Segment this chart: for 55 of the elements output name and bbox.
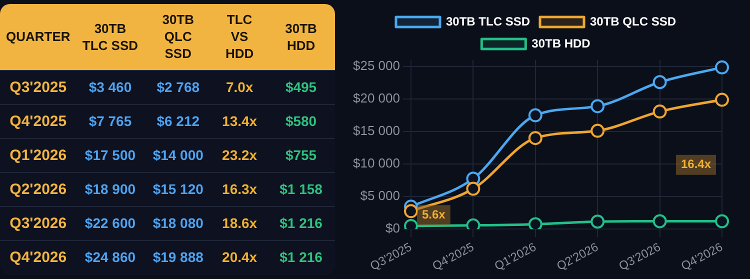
data-label: $24 860 <box>84 248 137 268</box>
category-label: Q3'2025 <box>8 78 68 98</box>
category-label: Q3'2026 <box>8 214 68 234</box>
point <box>715 92 729 107</box>
point <box>590 214 605 229</box>
data-label: $2 768 <box>156 78 201 97</box>
category-label: Q2'2026 <box>8 180 68 200</box>
point <box>590 99 605 114</box>
annotation: 16.4x <box>680 157 712 172</box>
category-label: Q1'2026 <box>8 146 68 166</box>
annotation: 5.6x <box>422 207 446 222</box>
data-label: $1 158 <box>278 180 324 199</box>
y-tick-label: $0 <box>386 220 400 236</box>
data-label: $1 216 <box>278 214 324 233</box>
data-label: $1 216 <box>278 248 324 268</box>
point <box>404 204 418 218</box>
category-label: Q4'2025 <box>8 112 68 132</box>
data-label: $755 <box>284 146 318 165</box>
legend-label: 30TB HDD <box>532 36 591 50</box>
data-label: 23.2x <box>221 146 258 165</box>
point <box>715 214 729 228</box>
data-label: $14 000 <box>152 146 204 165</box>
data-label: 18.6x <box>221 214 258 233</box>
legend-label: 30TB QLC SSD <box>590 14 676 28</box>
data-label: 13.4x <box>221 112 258 131</box>
point <box>528 108 542 122</box>
data-label: $18 080 <box>152 214 204 233</box>
point <box>466 182 480 196</box>
y-tick-label: $25 000 <box>352 58 400 74</box>
series-label: 30TB TLC SSD <box>81 20 140 55</box>
y-tick-label: $10 000 <box>352 156 400 171</box>
data-label: $495 <box>284 78 318 97</box>
legend-label: 30TB TLC SSD <box>446 14 530 28</box>
y-tick-label: $5 000 <box>360 188 400 204</box>
data-label: 7.0x <box>224 78 254 97</box>
data-label: $15 120 <box>152 180 204 199</box>
data-label: $22 600 <box>84 214 137 233</box>
point <box>528 217 542 230</box>
y-tick-label: $15 000 <box>352 123 400 138</box>
point <box>652 214 667 228</box>
data-label: 16.3x <box>221 180 258 199</box>
point <box>715 60 729 74</box>
data-label: $19 888 <box>152 248 204 268</box>
data-label: $17 500 <box>84 146 137 165</box>
point <box>652 104 667 119</box>
data-label: $7 765 <box>88 112 133 131</box>
data-label: $3 460 <box>88 78 133 97</box>
data-label: $18 900 <box>84 180 137 199</box>
data-label: $580 <box>284 112 318 131</box>
point <box>528 131 542 146</box>
data-label: $6 212 <box>156 112 201 131</box>
y-tick-label: $20 000 <box>352 90 400 106</box>
point <box>652 75 667 90</box>
data-label: 20.4x <box>221 248 258 268</box>
point <box>590 124 605 138</box>
